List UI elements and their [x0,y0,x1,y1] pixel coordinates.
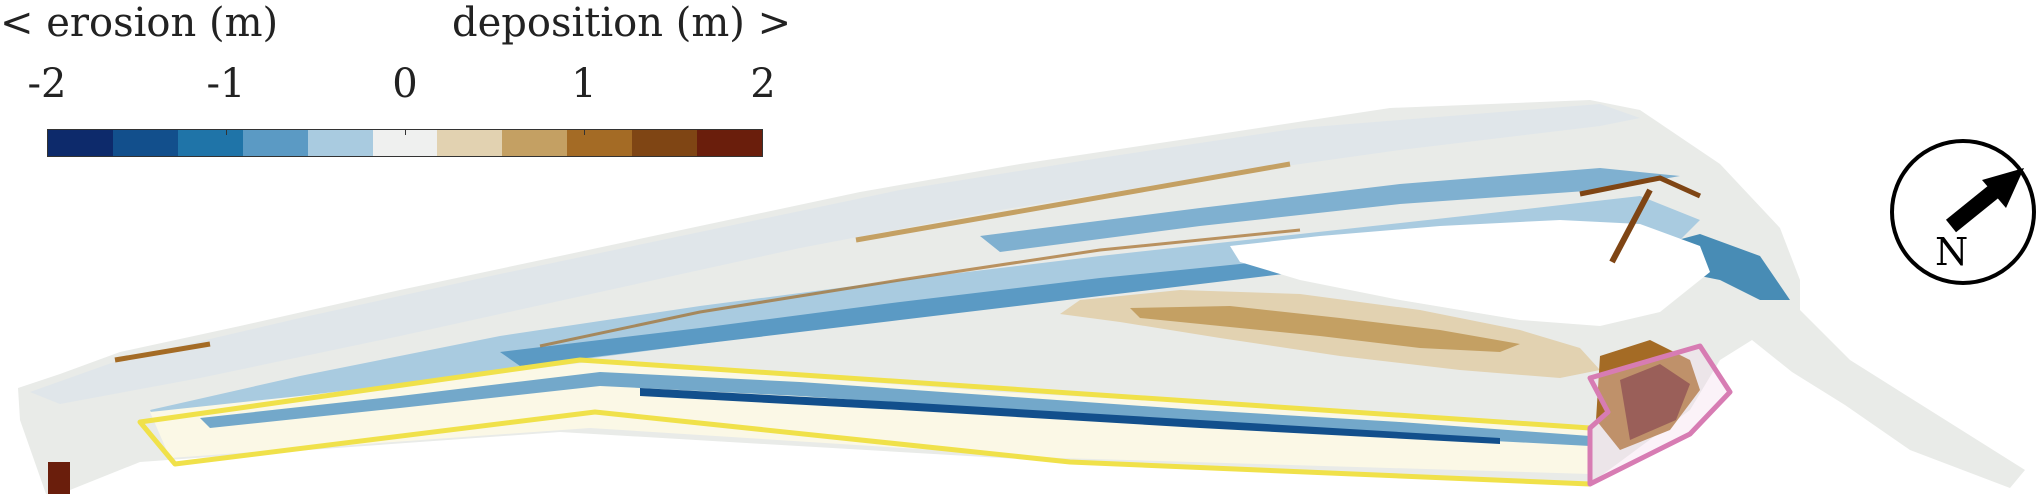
deposition-tip-core [1620,364,1690,440]
lagoon-area [1230,220,1710,326]
colorbar-tick-label: 1 [571,61,597,107]
colorbar [47,129,763,157]
colorbar-tickmark [584,129,585,135]
deposition-bar-core [1130,306,1520,352]
south-erosion-streak-deep [640,388,1500,444]
pink-study-area-outline [1587,343,1733,487]
colorbar-tickmark [226,129,227,135]
colorbar-cell [307,130,373,156]
diagonal-deposition-streak [1609,188,1653,264]
erosion-label: < erosion (m) [0,0,279,46]
colorbar-tickmark [405,129,406,135]
colorbar-cell [177,130,243,156]
deposition-label: deposition (m) > [452,0,792,46]
compass-north-label: N [1935,230,1968,274]
erosion-channel-north [980,168,1680,252]
colorbar-tick-label: 0 [392,61,418,107]
north-arrow-compass [1890,139,2036,285]
northern-ridge-line [855,161,1291,243]
colorbar-cell [242,130,308,156]
colorbar-cell [632,130,698,156]
colorbar-cell [372,130,438,156]
yellow-study-area-outline [137,357,1593,487]
ne-deposition-streak [1579,175,1702,199]
colorbar-tick-label: -1 [206,61,246,107]
south-erosion-streak [200,372,1590,446]
colorbar-cell [567,130,633,156]
colorbar-cell [48,130,113,156]
sw-deposit [48,462,70,494]
colorbar-cell [502,130,568,156]
nw-deposition-streak [539,228,1301,348]
western-ridge-line [114,341,211,363]
colorbar-cell [112,130,178,156]
colorbar-cell [697,130,762,156]
colorbar-tick-label: -2 [27,61,67,107]
colorbar-tick-label: 2 [750,61,776,107]
upper-beach-strip [30,104,1640,404]
colorbar-cell [437,130,503,156]
